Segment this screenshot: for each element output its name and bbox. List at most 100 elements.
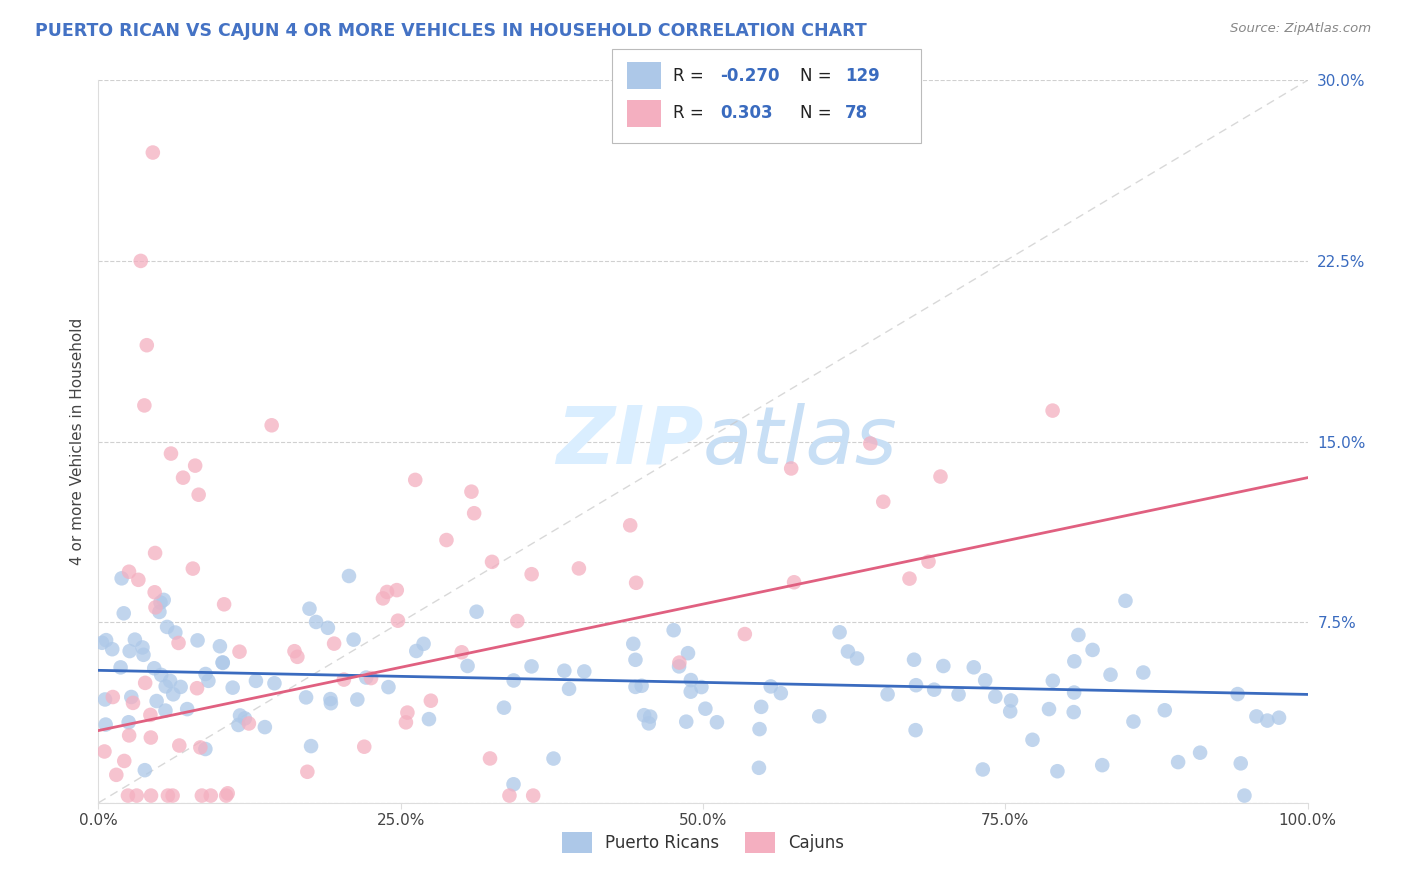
Text: N =: N = (800, 104, 837, 122)
Point (396, 706, 419, 720)
Point (125, 789, 148, 803)
Point (101, 642, 124, 657)
Point (734, 627, 756, 641)
Point (520, 567, 543, 582)
Point (903, 653, 925, 667)
Point (574, 665, 596, 679)
Point (172, 471, 194, 485)
Point (1091, 758, 1114, 772)
Point (948, 688, 970, 702)
Point (922, 682, 945, 697)
Point (287, 649, 309, 664)
Point (187, 488, 209, 502)
Point (142, 145, 165, 160)
Point (333, 673, 356, 687)
Point (1067, 628, 1090, 642)
Point (1038, 702, 1060, 716)
Point (148, 605, 170, 619)
Point (624, 653, 647, 667)
Y-axis label: 4 or more Vehicles in Household: 4 or more Vehicles in Household (69, 318, 84, 566)
Point (94, 717, 117, 731)
Point (94, 692, 117, 706)
Point (1268, 711, 1291, 725)
Point (118, 728, 141, 742)
Point (385, 583, 408, 598)
Point (101, 690, 124, 704)
Point (405, 644, 427, 658)
Point (297, 764, 319, 779)
Point (150, 668, 173, 682)
Point (149, 596, 172, 610)
Point (1122, 714, 1144, 729)
Point (520, 659, 543, 673)
Point (93, 744, 115, 758)
Point (932, 659, 955, 673)
Point (143, 546, 166, 560)
Point (112, 607, 135, 621)
Point (162, 687, 184, 701)
Point (621, 637, 644, 651)
Point (387, 614, 409, 628)
Point (395, 715, 418, 730)
Point (139, 789, 162, 803)
Point (253, 720, 276, 734)
Legend: Puerto Ricans, Cajuns: Puerto Ricans, Cajuns (555, 826, 851, 860)
Point (676, 646, 699, 660)
Point (135, 338, 157, 352)
Text: 0.303: 0.303 (720, 104, 772, 122)
Point (457, 659, 479, 673)
Point (319, 692, 342, 706)
Point (668, 659, 690, 673)
Point (238, 716, 260, 731)
Point (1081, 643, 1104, 657)
Point (1226, 687, 1249, 701)
Text: 78: 78 (845, 104, 868, 122)
Point (419, 694, 441, 708)
Point (498, 789, 520, 803)
Point (690, 680, 713, 694)
Point (371, 591, 394, 606)
Point (1233, 789, 1256, 803)
Point (1256, 714, 1278, 728)
Point (212, 597, 235, 611)
Point (145, 600, 167, 615)
Point (143, 585, 166, 599)
Point (263, 676, 285, 690)
Point (200, 789, 222, 803)
Point (167, 636, 190, 650)
Point (299, 739, 322, 753)
Point (346, 692, 368, 706)
Point (481, 555, 503, 569)
Point (211, 656, 233, 670)
Point (122, 696, 145, 710)
Point (118, 715, 141, 730)
Point (191, 789, 214, 803)
Point (492, 700, 515, 714)
Point (972, 763, 994, 777)
Point (633, 708, 655, 723)
Point (319, 696, 342, 710)
Point (375, 585, 398, 599)
Point (502, 777, 524, 791)
Point (354, 671, 377, 685)
Point (460, 484, 482, 499)
Point (353, 739, 375, 754)
Point (624, 575, 647, 590)
Point (436, 533, 458, 547)
Point (404, 473, 426, 487)
Point (1021, 732, 1043, 747)
Point (637, 716, 659, 731)
Point (260, 418, 283, 433)
Text: R =: R = (673, 104, 710, 122)
Point (1229, 756, 1251, 771)
Point (998, 705, 1021, 719)
Point (283, 644, 305, 658)
Point (984, 690, 1007, 704)
Point (675, 714, 697, 729)
Text: -0.270: -0.270 (720, 67, 779, 85)
Point (187, 633, 209, 648)
Point (134, 763, 156, 777)
Point (134, 398, 156, 412)
Point (139, 731, 162, 745)
Point (118, 644, 141, 658)
